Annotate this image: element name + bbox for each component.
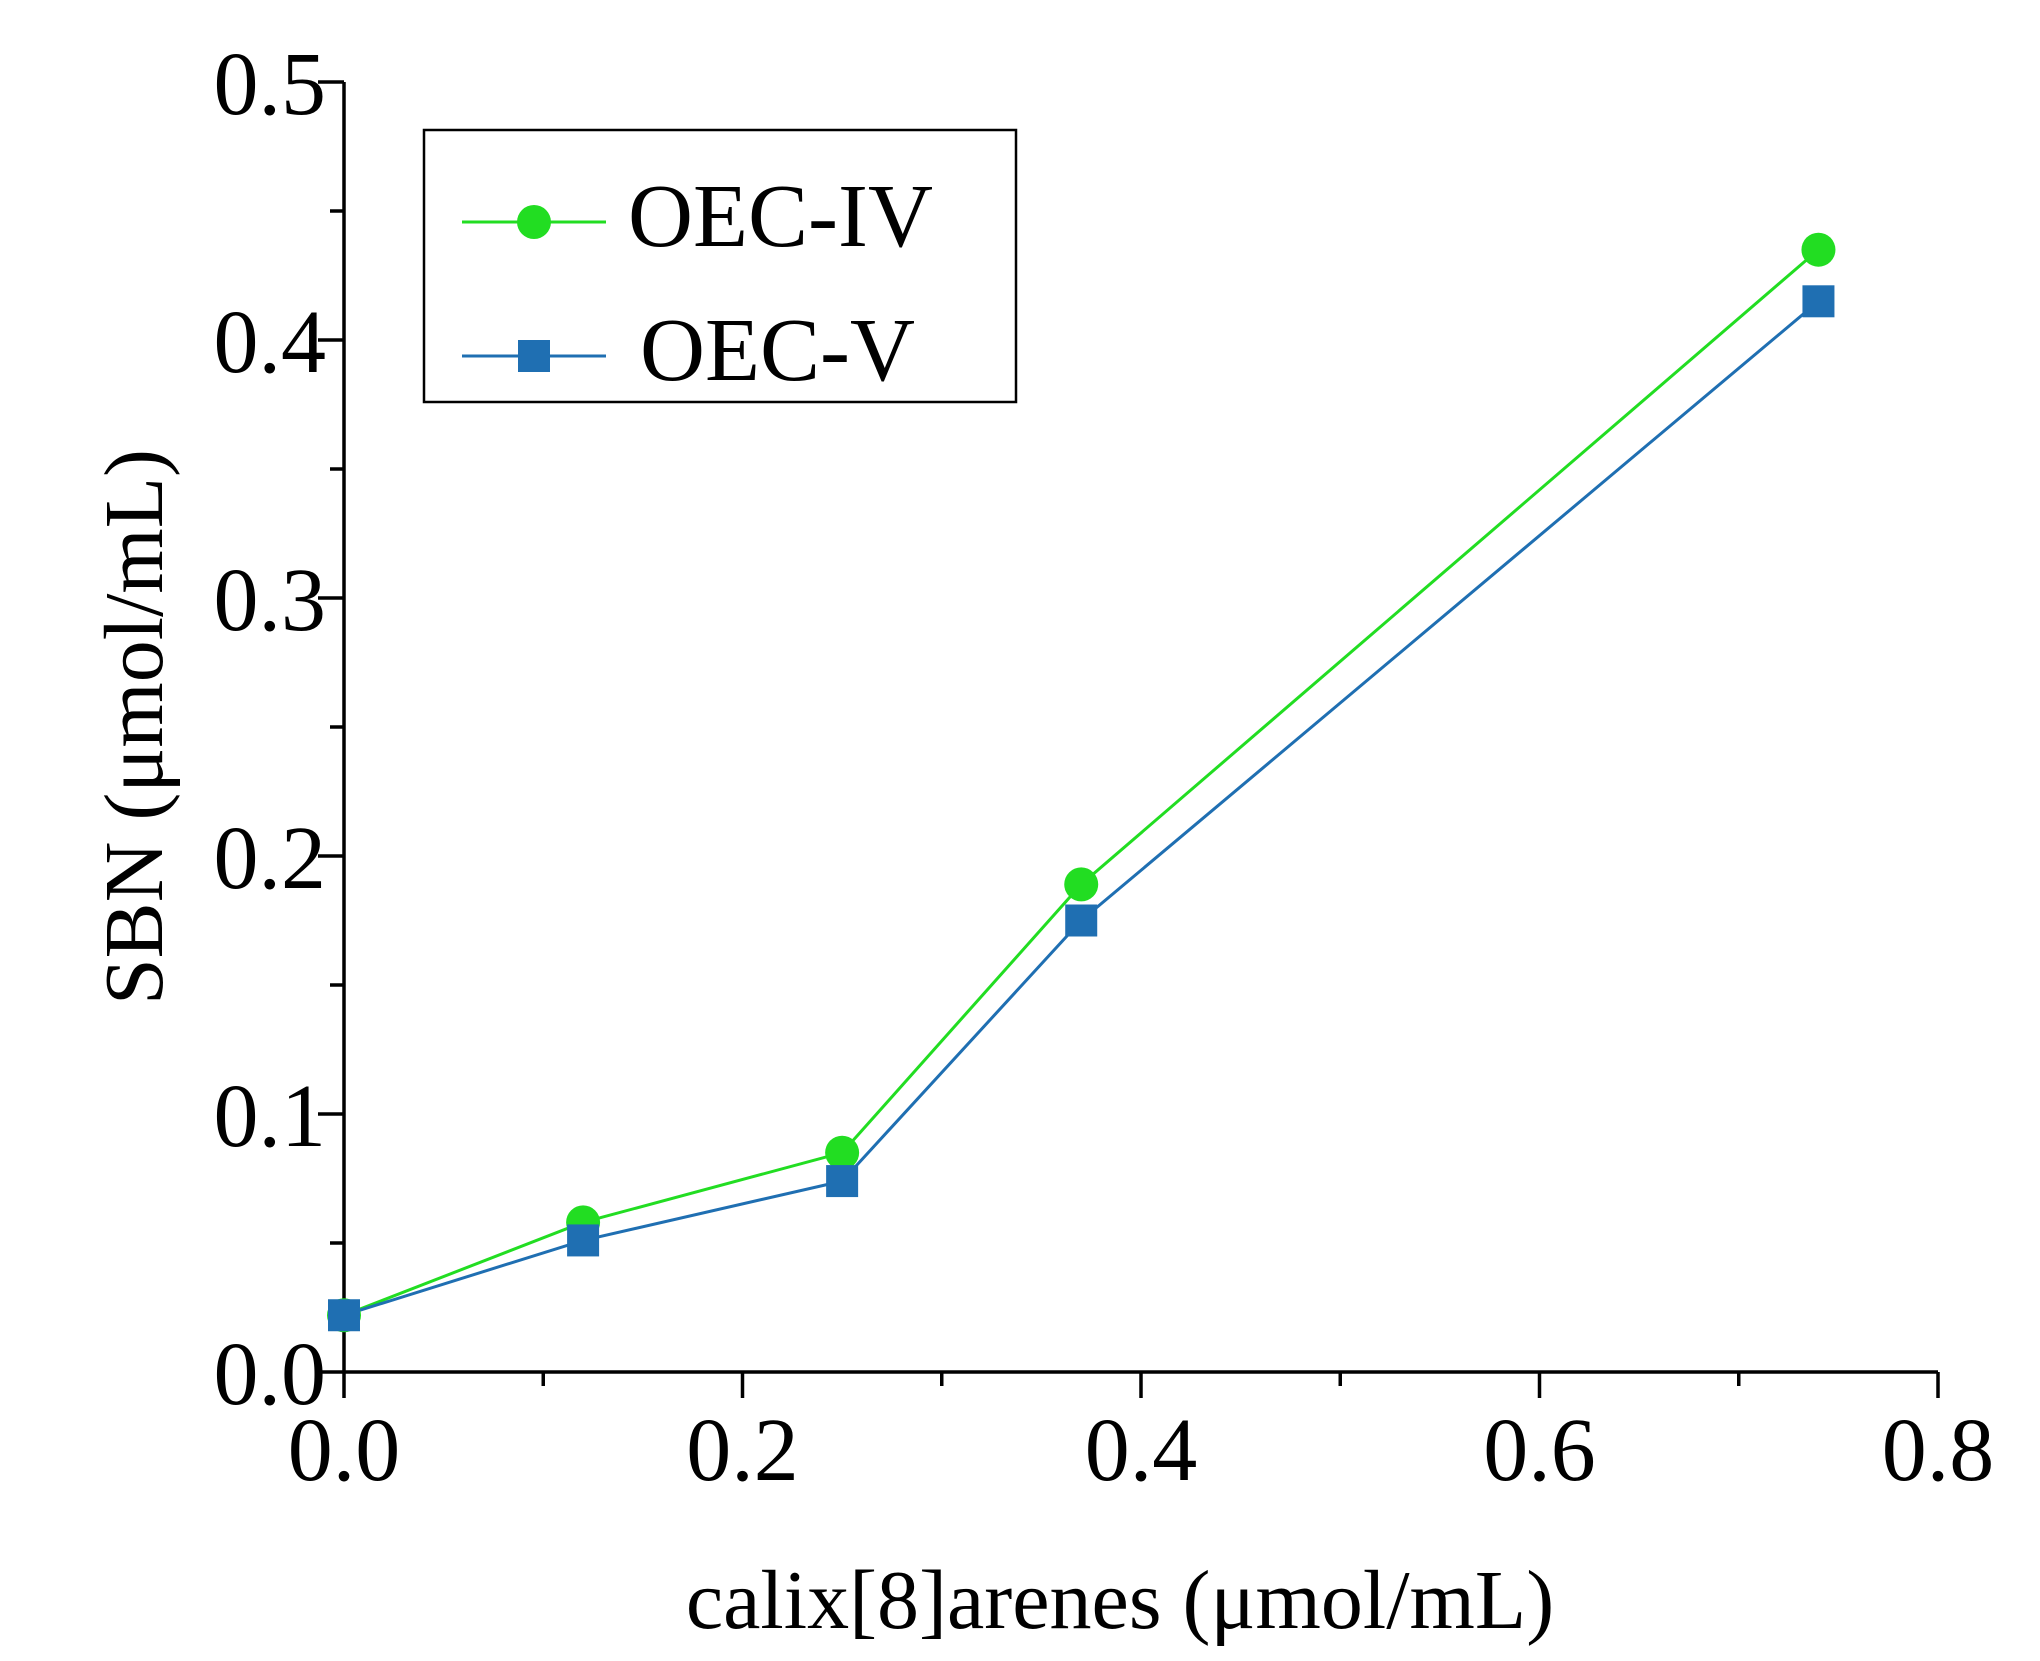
series-line-oec-v <box>343 300 1820 1317</box>
data-point-oec-iv <box>1801 232 1836 267</box>
data-point-oec-v <box>1802 285 1835 318</box>
y-tick-label: 0.3 <box>214 551 327 650</box>
y-tick-label: 0.1 <box>214 1067 327 1166</box>
y-tick-label: 0.0 <box>214 1325 327 1424</box>
x-tick-label: 0.2 <box>686 1401 799 1500</box>
legend-label-oec-v: OEC-V <box>640 301 915 400</box>
ticks: 0.0 0.2 0.4 0.6 0.8 0.0 0.1 0.2 0.3 0.4 0.5 <box>214 35 1995 1500</box>
data-point-oec-v <box>567 1224 600 1257</box>
data-point-oec-iv <box>1064 867 1099 902</box>
data-point-oec-v <box>328 1299 360 1332</box>
legend-marker-oec-iv <box>517 205 551 239</box>
legend: OEC-IV OEC-V <box>422 128 1018 404</box>
y-tick-label: 0.2 <box>214 809 327 908</box>
series <box>327 232 1836 1333</box>
series-line-oec-iv <box>343 248 1820 1317</box>
x-tick-label: 0.6 <box>1483 1401 1596 1500</box>
data-point-oec-v <box>826 1165 859 1198</box>
y-tick-label: 0.4 <box>214 293 327 392</box>
x-tick-label: 0.4 <box>1085 1401 1198 1500</box>
x-tick-label: 0.8 <box>1882 1401 1995 1500</box>
x-axis-title: calix[8]arenes (μmol/mL) <box>686 1554 1554 1647</box>
y-axis-title: SBN (μmol/mL) <box>88 449 181 1005</box>
legend-marker-oec-v <box>518 340 550 372</box>
x-tick-label: 0.0 <box>288 1401 401 1500</box>
legend-label-oec-iv: OEC-IV <box>628 167 933 266</box>
data-point-oec-v <box>1065 904 1098 937</box>
data-point-oec-iv <box>825 1135 860 1170</box>
y-tick-label: 0.5 <box>214 35 327 134</box>
